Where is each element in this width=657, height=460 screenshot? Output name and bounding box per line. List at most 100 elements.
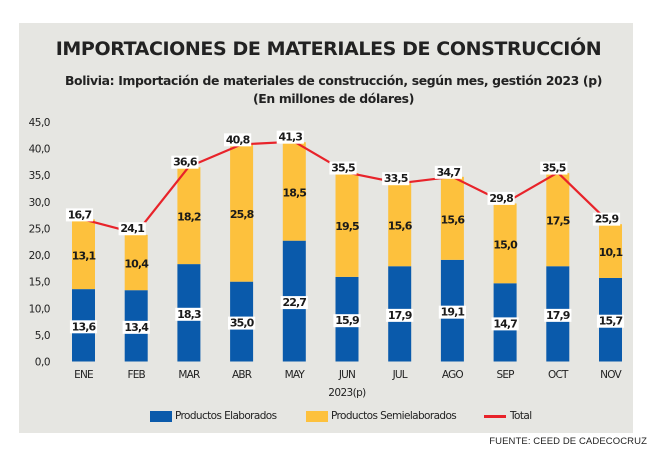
data-label-elaborados-bg bbox=[69, 320, 98, 334]
data-label-semielaborados-text: 13,1 bbox=[72, 249, 96, 262]
x-axis-title: 2023(p) bbox=[328, 387, 366, 399]
bar-productos-semielaborados bbox=[440, 176, 464, 260]
data-label-total-text: 34,7 bbox=[437, 166, 461, 179]
data-label-total-text: 33,5 bbox=[384, 172, 408, 185]
data-label-total: 16,7 bbox=[65, 208, 94, 222]
data-label-semielaborados-text: 18,5 bbox=[283, 186, 307, 199]
data-label-elaborados-text: 22,7 bbox=[283, 296, 307, 309]
data-label-total-bg bbox=[171, 155, 199, 169]
y-tick-label: 45,0 bbox=[29, 117, 50, 129]
y-tick-label: 25,0 bbox=[29, 223, 50, 235]
x-tick-label: AGO bbox=[442, 369, 464, 381]
data-label-total-text: 25,9 bbox=[595, 213, 619, 226]
chart-subtitle-units: (En millones de dólares) bbox=[252, 91, 415, 106]
data-label-semielaborados-text: 15,0 bbox=[493, 238, 518, 251]
y-tick-label: 40,0 bbox=[29, 144, 50, 156]
data-label-elaborados-text: 15,7 bbox=[599, 315, 623, 328]
data-label-semielaborados: 10,1 bbox=[599, 246, 624, 259]
x-tick-label: OCT bbox=[548, 369, 569, 381]
data-label-semielaborados-text: 25,8 bbox=[230, 208, 254, 221]
data-label-total: 36,6 bbox=[171, 155, 199, 169]
data-label-elaborados-text: 17,9 bbox=[546, 309, 570, 322]
data-label-total-text: 16,7 bbox=[68, 208, 92, 221]
data-label-total-bg bbox=[276, 130, 304, 144]
data-label-elaborados-text: 19,1 bbox=[441, 306, 465, 319]
data-label-elaborados-text: 13,4 bbox=[124, 321, 149, 334]
data-label-semielaborados: 15,6 bbox=[388, 220, 414, 233]
data-label-total-text: 35,5 bbox=[542, 162, 566, 175]
data-label-semielaborados-text: 17,5 bbox=[546, 215, 570, 228]
data-label-total: 33,5 bbox=[382, 172, 410, 186]
data-label-semielaborados: 15,0 bbox=[493, 238, 519, 251]
x-tick-label: MAR bbox=[178, 369, 200, 381]
bar-productos-semielaborados bbox=[388, 183, 412, 267]
legend-label-semielaborados: Productos Semielaborados bbox=[331, 410, 457, 422]
bars bbox=[72, 142, 622, 362]
bar-productos-semielaborados bbox=[546, 173, 570, 267]
bar-productos-semielaborados bbox=[124, 234, 148, 291]
bar-productos-semielaborados bbox=[599, 224, 622, 278]
data-label-elaborados-text: 35,0 bbox=[230, 317, 255, 330]
data-label-total: 25,9 bbox=[592, 212, 621, 226]
x-tick-label: JUN bbox=[338, 369, 355, 381]
data-label-total-bg bbox=[592, 212, 621, 226]
data-label-total: 24,1 bbox=[118, 222, 146, 236]
data-label-semielaborados-text: 18,2 bbox=[177, 211, 201, 224]
data-label-elaborados-bg bbox=[596, 314, 625, 328]
x-tick-label: FEB bbox=[127, 369, 145, 381]
bar-productos-semielaborados bbox=[177, 167, 201, 265]
data-label-semielaborados: 10,4 bbox=[124, 258, 150, 271]
data-label-elaborados-text: 18,3 bbox=[177, 308, 201, 321]
data-label-total: 29,8 bbox=[487, 191, 515, 205]
legend-label-elaborados: Productos Elaborados bbox=[175, 410, 277, 422]
chart-title: IMPORTACIONES DE MATERIALES DE CONSTRUCC… bbox=[55, 38, 602, 60]
y-tick-label: 35,0 bbox=[29, 170, 50, 182]
data-label-semielaborados-text: 10,4 bbox=[124, 258, 149, 271]
data-label-semielaborados-text: 15,6 bbox=[441, 213, 466, 226]
legend-item-elaborados: Productos Elaborados bbox=[150, 408, 277, 424]
data-label-semielaborados: 25,8 bbox=[230, 208, 255, 221]
y-axis: 0,0 5,0 10,0 15,0 20,0 25,0 30,0 35,0 40,0 45,0 bbox=[29, 117, 51, 369]
data-label-total: 41,3 bbox=[276, 130, 304, 144]
data-label-total: 34,7 bbox=[434, 165, 462, 179]
data-label-elaborados-bg bbox=[228, 316, 256, 330]
data-label-elaborados-text: 17,9 bbox=[388, 309, 412, 322]
data-label-total-text: 40,8 bbox=[226, 133, 250, 146]
x-tick-label: JUL bbox=[392, 369, 408, 381]
data-label-elaborados: 35,0 bbox=[228, 316, 256, 330]
x-tick-label: MAY bbox=[285, 369, 306, 381]
data-label-total-bg bbox=[382, 172, 410, 186]
data-label-total-text: 36,6 bbox=[173, 156, 198, 169]
data-label-semielaborados: 18,2 bbox=[177, 211, 202, 224]
data-label-elaborados-text: 15,9 bbox=[335, 314, 359, 327]
data-label-semielaborados: 19,5 bbox=[335, 220, 360, 233]
data-label-elaborados: 22,7 bbox=[280, 296, 308, 310]
data-label-semielaborados: 17,5 bbox=[546, 215, 571, 228]
bar-productos-semielaborados bbox=[230, 144, 254, 282]
data-label-elaborados: 17,9 bbox=[386, 308, 414, 322]
x-tick-label: ENE bbox=[74, 369, 93, 381]
data-label-total-bg bbox=[540, 161, 568, 175]
data-label-elaborados: 14,7 bbox=[491, 317, 519, 331]
chart-subtitle: Bolivia: Importación de materiales de co… bbox=[64, 73, 603, 88]
x-tick-label: SEP bbox=[496, 369, 514, 381]
data-label-elaborados-text: 13,6 bbox=[72, 320, 97, 333]
data-label-elaborados: 18,3 bbox=[175, 307, 203, 321]
data-label-total-text: 29,8 bbox=[489, 192, 513, 205]
data-label-semielaborados: 13,1 bbox=[72, 249, 97, 262]
data-label-elaborados-bg bbox=[386, 308, 414, 322]
legend-swatch-semielaborados bbox=[306, 410, 328, 422]
data-labels: 13,6 13,1 16,7 13,4 10,4 24,1 18,3 18,2 36,6 35,0… bbox=[65, 130, 625, 334]
data-label-elaborados-text: 14,7 bbox=[493, 317, 517, 330]
x-axis: ENE FEB MAR ABR MAY JUN JUL AGO SEP OCT NOV bbox=[74, 369, 623, 381]
data-label-total: 35,5 bbox=[329, 161, 357, 175]
data-label-elaborados: 19,1 bbox=[438, 305, 466, 319]
bar-productos-semielaborados bbox=[282, 142, 306, 241]
y-tick-label: 30,0 bbox=[29, 197, 50, 209]
bar-productos-semielaborados bbox=[72, 219, 95, 290]
bar-productos-semielaborados bbox=[335, 173, 359, 277]
data-label-elaborados-bg bbox=[122, 320, 150, 334]
data-label-elaborados-bg bbox=[333, 314, 361, 328]
data-label-semielaborados: 15,6 bbox=[441, 213, 467, 226]
data-label-total: 40,8 bbox=[224, 133, 252, 147]
